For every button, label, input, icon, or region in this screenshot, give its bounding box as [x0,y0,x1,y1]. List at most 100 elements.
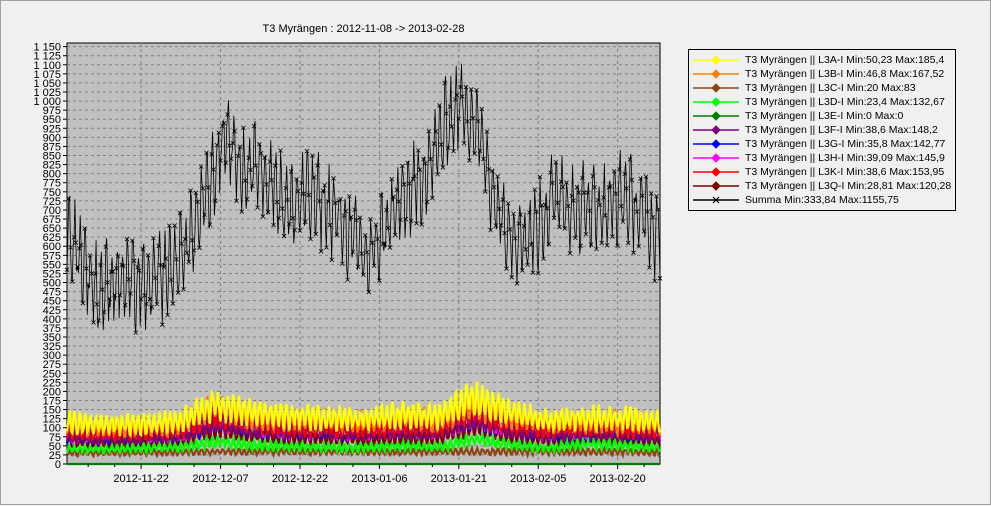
series-marker [172,223,177,228]
legend-swatch-marker [711,111,721,121]
series-marker [68,245,73,250]
y-tick-label: 175 [43,395,61,407]
y-tick-label: 950 [43,114,61,126]
series-marker [211,167,216,172]
series-marker [641,228,647,234]
series-marker [571,198,576,203]
series-marker [348,214,354,220]
series-marker [142,293,147,298]
series-marker [340,261,345,267]
series-marker [465,118,470,124]
series-marker [565,203,571,209]
legend-swatch [693,167,739,177]
y-tick-label: 275 [43,359,61,371]
series-marker [419,222,425,227]
series-marker [288,169,294,174]
series-marker [301,191,306,197]
series-marker [567,250,573,256]
series-marker [354,217,359,223]
series-marker [412,173,417,179]
series-marker [209,151,215,157]
series-marker [576,190,582,195]
series-marker [444,111,449,116]
series-marker [258,150,264,156]
series-marker [149,304,154,310]
series-marker [520,268,525,273]
series-marker [310,153,315,158]
series-marker [574,185,580,190]
series-marker [322,182,327,188]
series-marker [622,171,627,177]
series-marker [615,243,620,249]
series-marker [422,161,428,166]
series-marker [364,249,370,255]
series-marker [445,145,451,151]
series-marker [331,176,336,181]
series-marker [634,209,640,214]
series-marker [493,223,499,228]
series-marker [516,221,522,226]
series-marker [430,195,435,201]
series-marker [460,94,465,99]
series-marker [91,320,96,325]
series-marker [528,242,534,247]
legend-swatch [693,153,739,163]
series-marker [415,148,421,153]
legend-label: T3 Myrängen || L3D-I Min:23,4 Max:132,67 [745,96,945,108]
series-marker [271,222,276,228]
x-tick-label: 2012-11-22 [113,473,168,485]
series-marker [264,182,269,187]
series-marker [246,155,252,161]
series-marker [205,185,211,190]
x-tick-label: 2013-01-06 [351,473,407,485]
series-marker [154,301,160,307]
series-marker [329,257,335,263]
legend-item: T3 Myrängen || L3E-I Min:0 Max:0 [689,109,955,123]
y-tick-label: 100 [43,423,61,435]
series-marker [558,179,564,185]
series-marker [131,258,137,264]
series-marker [370,240,375,246]
series-marker [631,250,636,255]
series-marker [371,263,377,269]
series-marker [534,209,539,215]
series-marker [103,244,109,250]
series-marker [452,97,458,102]
series-marker [343,208,349,214]
series-marker [640,193,645,198]
series-marker [523,247,529,252]
legend-swatch [693,196,739,204]
series-marker [107,296,112,301]
series-marker [597,202,603,208]
y-tick-label: 1 125 [33,51,61,63]
series-marker [357,215,363,220]
series-marker [82,226,87,231]
series-marker [100,287,105,292]
series-marker [408,218,414,224]
series-marker [463,84,469,90]
series-marker [191,248,197,253]
series-marker [292,227,297,233]
series-marker [403,216,409,222]
series-marker [188,188,193,193]
series-marker [158,262,163,268]
series-marker [590,173,596,179]
series-marker [251,123,257,129]
series-marker [151,235,156,241]
series-marker [652,278,657,284]
series-marker [352,207,357,213]
series-marker [595,197,601,203]
series-marker [424,199,430,205]
series-marker [152,275,158,281]
series-marker [394,187,400,193]
legend-label: T3 Myrängen || L3B-I Min:46,8 Max:167,52 [745,68,945,80]
series-marker [613,191,619,196]
series-marker [278,148,283,153]
legend-swatch-marker [711,139,721,149]
series-marker [94,301,100,307]
series-marker [532,187,537,192]
series-marker [385,225,391,231]
x-tick-label: 2013-02-20 [590,473,646,485]
y-tick-label: 675 [43,214,61,226]
series-marker [130,238,135,243]
